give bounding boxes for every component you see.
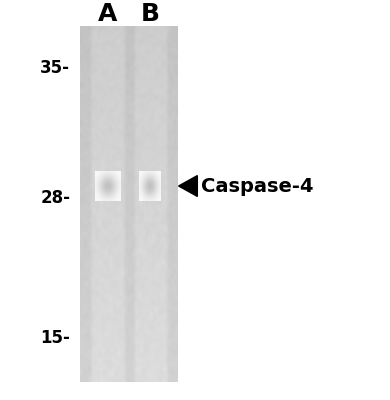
Text: 35-: 35- [40,59,70,77]
Polygon shape [179,176,197,196]
Text: B: B [141,2,160,26]
Text: Caspase-4: Caspase-4 [201,176,313,196]
Text: 28-: 28- [40,189,70,207]
Text: 15-: 15- [40,329,70,347]
Text: A: A [98,2,117,26]
